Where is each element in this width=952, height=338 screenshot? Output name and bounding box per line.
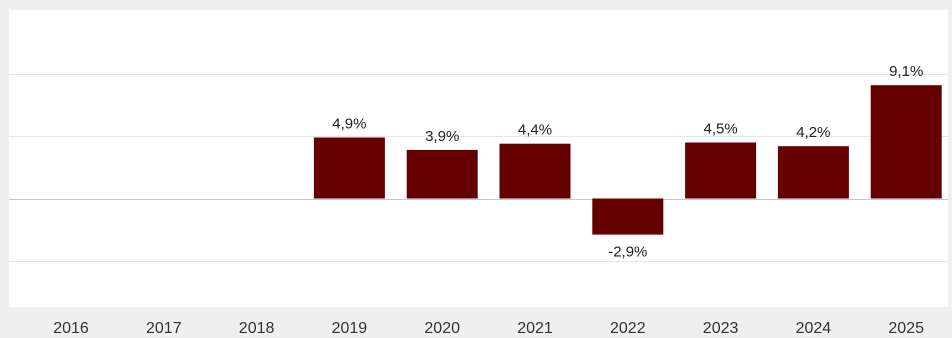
- x-tick-label-2023: 2023: [703, 320, 739, 337]
- bars: [313, 85, 942, 235]
- data-label-2021: 4,4%: [518, 122, 552, 139]
- data-label-2019: 4,9%: [332, 116, 366, 133]
- data-label-2020: 3,9%: [425, 128, 459, 145]
- data-label-2023: 4,5%: [703, 121, 737, 138]
- x-axis-tick-labels: 2016 2017 2018 2019 2020 2021 2022 2023 2024 2025: [53, 320, 924, 337]
- x-tick-label-2016: 2016: [53, 320, 89, 337]
- bar-2025: [870, 85, 942, 199]
- bar-2021: [499, 143, 571, 199]
- bar-2023: [685, 142, 757, 199]
- x-tick-label-2022: 2022: [610, 320, 646, 337]
- x-tick-label-2019: 2019: [332, 320, 368, 337]
- x-tick-label-2020: 2020: [424, 320, 460, 337]
- bar-2019: [313, 137, 385, 199]
- bar-2022: [592, 198, 664, 235]
- data-label-2025: 9,1%: [889, 63, 923, 80]
- data-labels: 4,9% 3,9% 4,4% -2,9% 4,5% 4,2% 9,1%: [332, 63, 923, 260]
- x-tick-label-2018: 2018: [239, 320, 275, 337]
- bar-2024: [777, 146, 849, 199]
- data-label-2024: 4,2%: [796, 124, 830, 141]
- bar-2020: [406, 149, 478, 199]
- gridlines: [9, 74, 948, 262]
- x-tick-label-2017: 2017: [146, 320, 182, 337]
- x-tick-label-2024: 2024: [796, 320, 832, 337]
- x-tick-label-2021: 2021: [517, 320, 553, 337]
- data-label-2022: -2,9%: [608, 244, 647, 261]
- x-tick-label-2025: 2025: [888, 320, 924, 337]
